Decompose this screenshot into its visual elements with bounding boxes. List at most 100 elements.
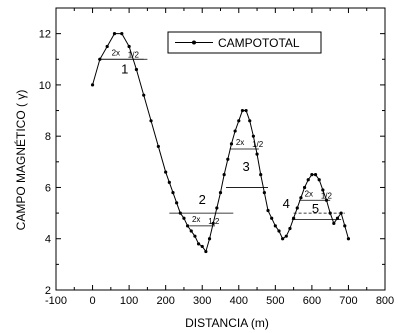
anomaly-number: 5	[312, 201, 319, 216]
data-point	[167, 180, 171, 184]
data-point	[317, 178, 321, 182]
data-point	[295, 206, 299, 210]
legend-label: CAMPOTOTAL	[218, 36, 300, 50]
y-tick-label: 2	[45, 285, 51, 297]
x-tick-label: 100	[120, 295, 138, 307]
half-width-label: 2x	[192, 215, 200, 224]
data-point	[248, 119, 252, 123]
half-width-label: 2x	[305, 189, 313, 198]
data-point	[149, 119, 153, 123]
anomaly-number: 3	[242, 159, 249, 174]
half-width-subscript: 1/2	[208, 217, 220, 226]
data-point	[328, 211, 332, 215]
data-point	[302, 185, 307, 190]
data-point	[346, 237, 351, 241]
data-point	[277, 229, 281, 233]
data-point	[237, 119, 241, 123]
data-point	[164, 170, 168, 174]
x-axis-title: DISTANCIA (m)	[185, 316, 269, 330]
half-width-subscript: 1/2	[252, 140, 264, 149]
axis-ticks	[55, 7, 386, 291]
half-width-label: 2x	[236, 138, 244, 147]
data-point	[284, 234, 288, 238]
data-point	[255, 152, 259, 156]
anomaly-number: 4	[283, 196, 290, 211]
y-tick-label: 6	[45, 182, 51, 194]
data-point	[218, 190, 223, 195]
data-point	[332, 221, 336, 225]
y-tick-label: 10	[39, 80, 51, 92]
data-point	[98, 57, 102, 61]
data-point	[299, 196, 303, 200]
data-point	[215, 206, 219, 210]
data-point	[112, 32, 117, 36]
x-tick-label: 300	[193, 295, 211, 307]
data-point	[335, 216, 340, 220]
data-point	[233, 129, 237, 133]
y-tick-label: 8	[45, 131, 51, 143]
data-point	[229, 142, 234, 146]
data-point	[196, 242, 201, 246]
data-point	[240, 108, 245, 113]
data-point	[343, 224, 347, 228]
data-point	[211, 221, 215, 225]
data-point	[306, 178, 310, 182]
data-point	[200, 244, 204, 249]
data-point	[134, 67, 139, 72]
data-point	[251, 134, 255, 138]
data-point	[266, 208, 270, 213]
data-point	[193, 234, 197, 238]
half-width-subscript: 1/2	[321, 191, 333, 200]
data-point	[310, 173, 314, 177]
data-point	[204, 249, 208, 254]
data-point	[142, 93, 146, 97]
data-point	[226, 157, 230, 161]
data-point	[281, 237, 285, 241]
data-point	[207, 237, 212, 241]
data-point	[292, 216, 296, 220]
y-tick-label: 12	[39, 29, 51, 41]
x-tick-label: 0	[89, 295, 95, 307]
data-point	[244, 108, 248, 113]
data-point	[288, 226, 292, 231]
data-point	[178, 211, 182, 215]
x-tick-label: 800	[376, 295, 394, 307]
data-point	[105, 44, 109, 49]
half-width-subscript: 1/2	[128, 50, 140, 59]
data-point	[273, 224, 277, 228]
x-tick-label: -100	[45, 295, 67, 307]
legend-box	[167, 31, 322, 54]
data-point	[222, 173, 226, 177]
series-path	[92, 33, 349, 253]
legend: CAMPOTOTAL	[167, 31, 322, 54]
data-point	[120, 32, 124, 36]
anomaly-number: 1	[121, 61, 128, 76]
data-point	[321, 188, 325, 192]
y-tick-label: 4	[45, 234, 51, 246]
y-axis-title: CAMPO MAGNÉTICO ( γ)	[13, 90, 28, 231]
data-point	[313, 173, 318, 177]
series-line	[92, 33, 349, 253]
data-point	[186, 224, 190, 228]
data-point	[189, 229, 193, 233]
x-tick-label: 700	[339, 295, 357, 307]
data-point	[262, 190, 266, 195]
data-point	[175, 201, 179, 205]
data-point	[339, 211, 343, 215]
x-tick-label: 200	[156, 295, 174, 307]
half-width-label: 2x	[112, 48, 120, 57]
data-point	[127, 44, 131, 49]
anomaly-number: 2	[199, 192, 206, 207]
series-points	[90, 32, 351, 254]
x-tick-label: 400	[230, 295, 248, 307]
data-point	[156, 144, 160, 149]
data-point	[270, 216, 274, 220]
legend-marker	[192, 40, 196, 45]
data-point	[182, 216, 186, 220]
data-point	[171, 190, 175, 195]
x-tick-label: 600	[303, 295, 321, 307]
